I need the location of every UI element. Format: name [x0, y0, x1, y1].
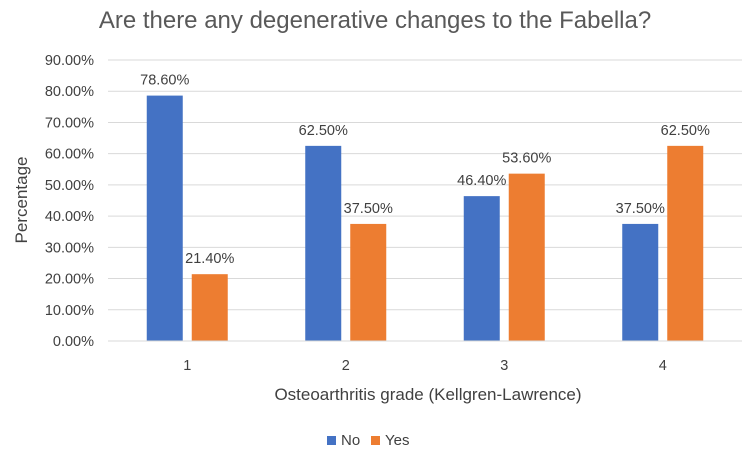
legend-swatch-yes [371, 436, 380, 445]
legend-swatch-no [327, 436, 336, 445]
y-tick-label: 40.00% [45, 209, 94, 225]
y-axis-ticks: 0.00% 10.00% 20.00% 30.00% 40.00% 50.00% 60.00… [45, 53, 94, 350]
x-tick-label: 2 [342, 358, 350, 374]
bar-yes-3 [508, 173, 545, 341]
bar-no-3 [463, 196, 500, 341]
data-label-no-4: 37.50% [616, 201, 665, 217]
y-tick-label: 0.00% [53, 334, 94, 350]
x-axis-ticks: 1 2 3 4 [183, 358, 667, 374]
legend-label-no: No [341, 432, 360, 449]
bar-no-2 [305, 145, 342, 341]
data-label-yes-3: 53.60% [502, 151, 551, 167]
data-label-yes-2: 37.50% [344, 201, 393, 217]
data-label-no-2: 62.50% [299, 123, 348, 139]
x-axis-title: Osteoarthritis grade (Kellgren-Lawrence) [274, 385, 581, 404]
y-tick-label: 90.00% [45, 53, 94, 69]
x-tick-label: 4 [659, 358, 667, 374]
bar-yes-4 [667, 145, 704, 341]
data-label-no-1: 78.60% [140, 73, 189, 89]
data-label-no-3: 46.40% [457, 173, 506, 189]
legend-label-yes: Yes [385, 432, 409, 449]
y-tick-label: 20.00% [45, 272, 94, 288]
bar-no-4 [622, 223, 659, 341]
bar-no-1 [146, 95, 183, 342]
bar-yes-2 [350, 223, 387, 341]
y-tick-label: 60.00% [45, 147, 94, 163]
data-label-yes-4: 62.50% [661, 123, 710, 139]
y-tick-label: 70.00% [45, 115, 94, 131]
legend: No Yes [327, 432, 409, 449]
chart-title: Are there any degenerative changes to th… [99, 7, 651, 34]
y-tick-label: 80.00% [45, 84, 94, 100]
data-label-yes-1: 21.40% [185, 251, 234, 267]
y-tick-label: 10.00% [45, 303, 94, 319]
data-labels: 78.60% 21.40% 62.50% 37.50% 46.40% 53.60% 37.5… [140, 73, 710, 268]
x-tick-label: 3 [500, 358, 508, 374]
bar-yes-1 [191, 274, 228, 341]
y-tick-label: 30.00% [45, 240, 94, 256]
bars [146, 95, 704, 342]
x-tick-label: 1 [183, 358, 191, 374]
y-axis-title: Percentage [12, 157, 31, 244]
y-tick-label: 50.00% [45, 178, 94, 194]
